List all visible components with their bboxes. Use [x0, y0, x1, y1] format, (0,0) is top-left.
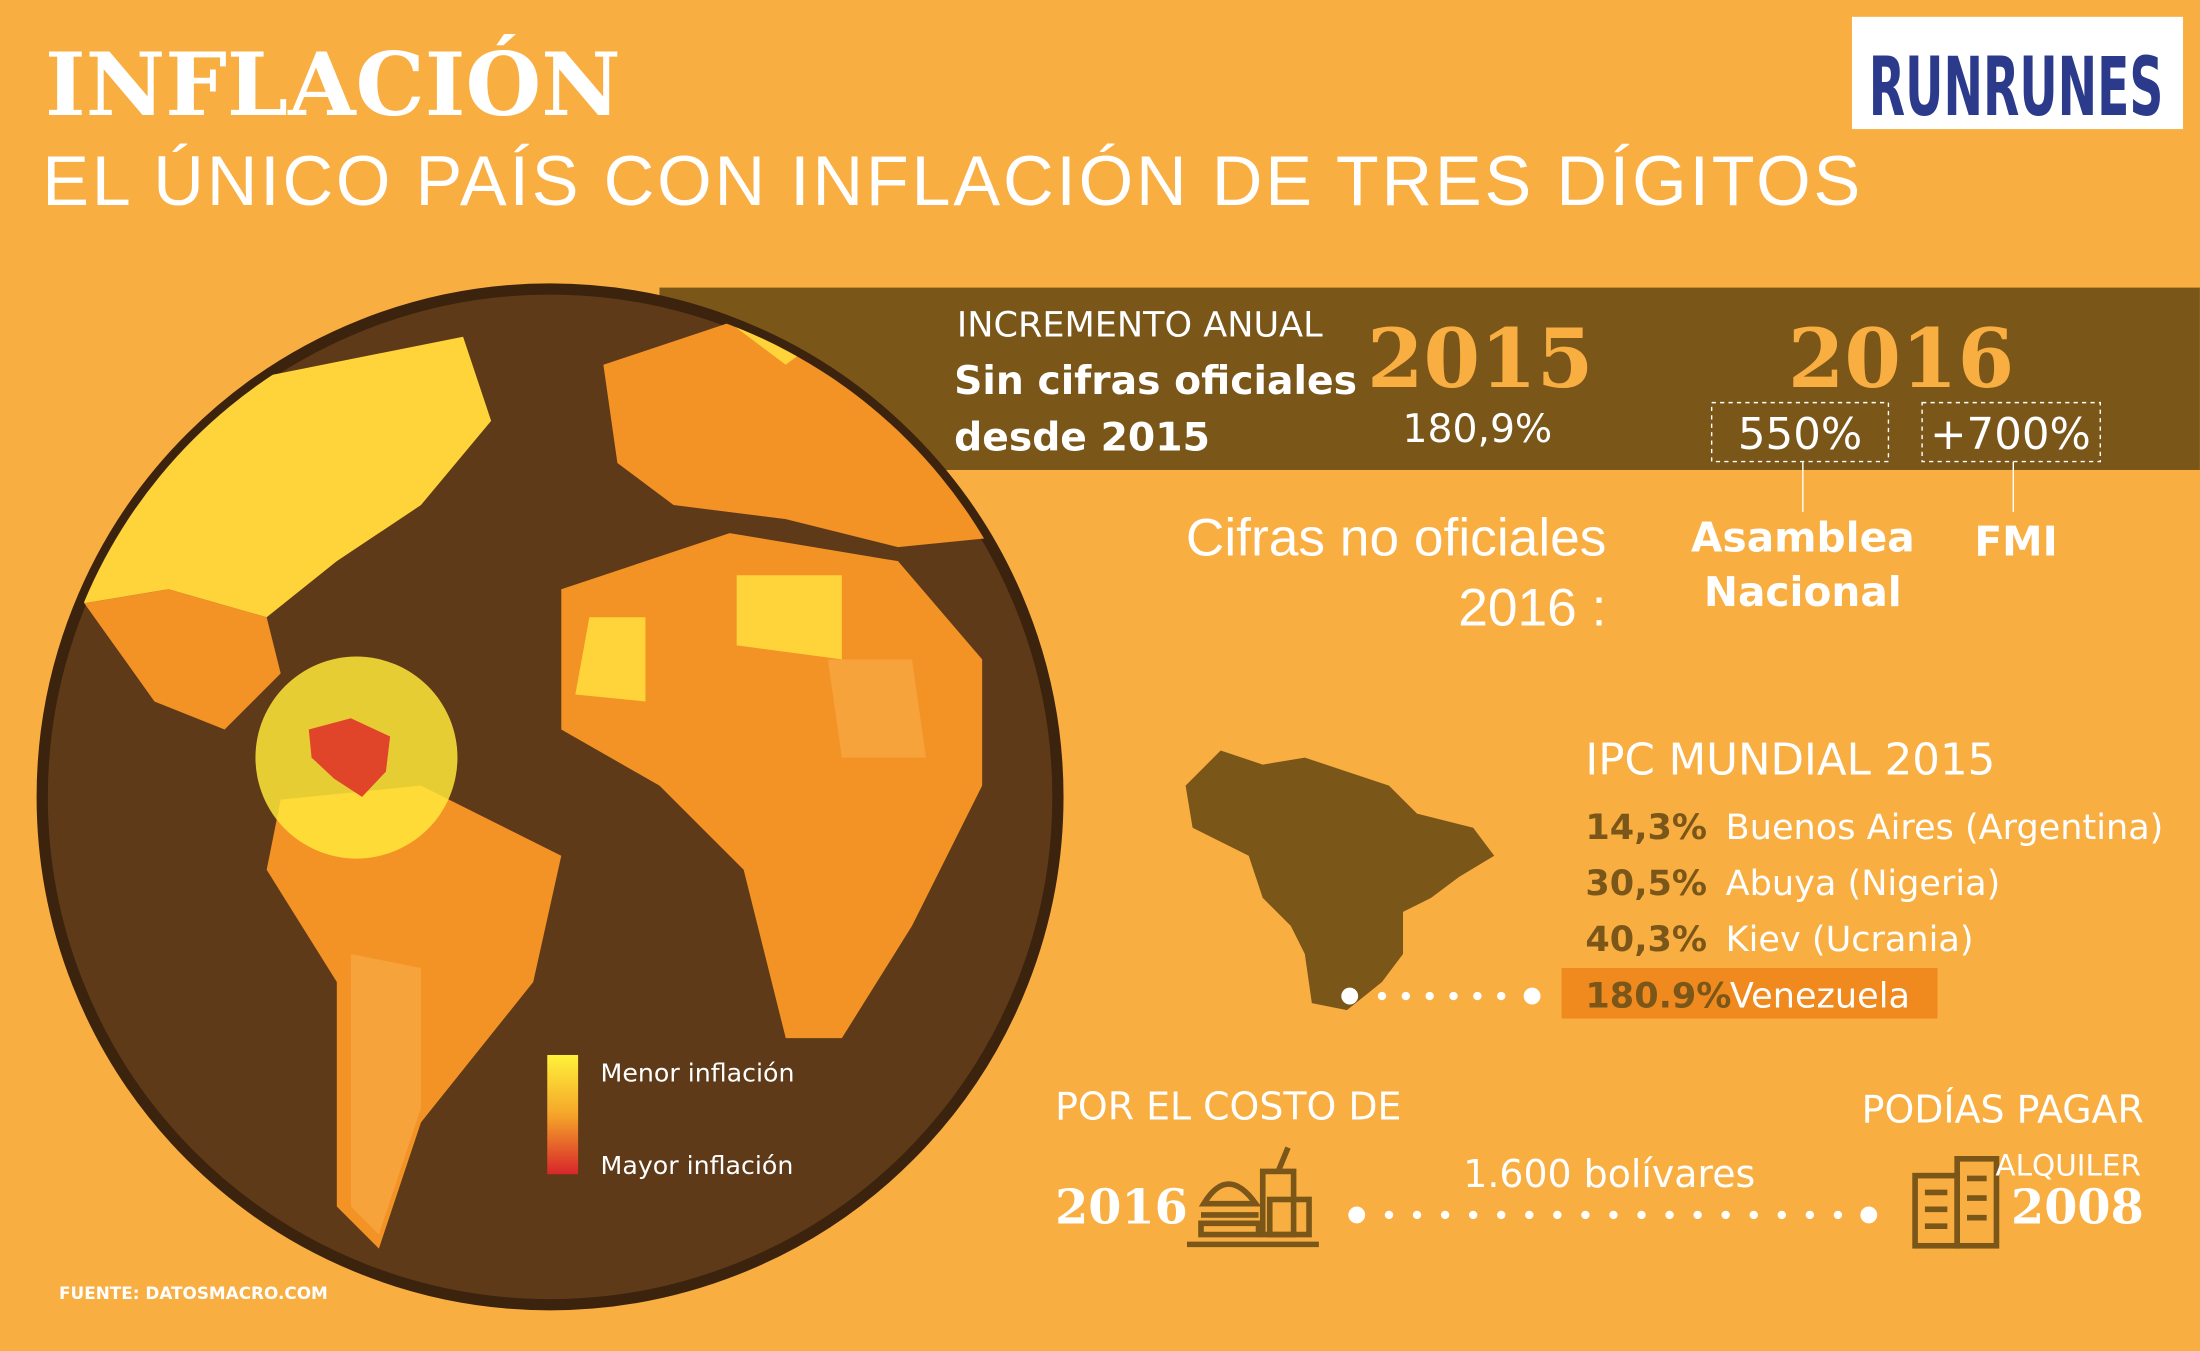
- rent-label: ALQUILER: [1995, 1149, 2140, 1183]
- note: desde 2015: [954, 415, 1210, 460]
- mauritania: [575, 617, 646, 702]
- ipc-city: Buenos Aires (Argentina): [1726, 807, 2164, 848]
- unofficial: 2016 :: [1458, 579, 1606, 638]
- argentina: [350, 953, 421, 1235]
- logo-box: [1851, 16, 2184, 130]
- dotted-connector: [1348, 1206, 1878, 1224]
- estimate: 550%: [1738, 410, 1862, 460]
- title: INFLACIÓN: [45, 33, 621, 136]
- amount: 1.600 bolívares: [1463, 1152, 1755, 1196]
- venezuela-map: [308, 718, 391, 797]
- ipc-city: Venezuela: [1730, 975, 1910, 1016]
- mexico: [84, 589, 281, 730]
- ipc-value: 30,5%: [1585, 863, 1707, 904]
- logo: RUNRUNES: [1869, 40, 2164, 135]
- cost-year: 2008: [2011, 1179, 2144, 1235]
- year: 2016: [1788, 312, 2014, 407]
- estimate-source: FMI: [1974, 518, 2057, 566]
- cost-label: PODÍAS PAGAR: [1862, 1087, 2144, 1131]
- dotted-leader: [1341, 987, 1541, 1005]
- note: Sin cifras oficiales: [954, 359, 1357, 404]
- legend-gradient: [547, 1054, 579, 1175]
- estimate: +700%: [1930, 410, 2091, 460]
- highlight-row: [1561, 968, 1938, 1019]
- unofficial: Cifras no oficiales: [1186, 509, 1607, 568]
- venezuela-silhouette: [1185, 750, 1495, 1011]
- estimate-source: Asamblea: [1691, 513, 1915, 561]
- subtitle: EL ÚNICO PAÍS CON INFLACIÓN DE TRES DÍGI…: [42, 142, 1863, 220]
- legend-label: Menor inflación: [601, 1059, 795, 1088]
- ipc-value: 14,3%: [1585, 807, 1707, 848]
- legend-label: Mayor inflación: [601, 1151, 794, 1180]
- food-icon: [1186, 1146, 1319, 1248]
- estimate-box: [1710, 401, 1890, 463]
- ipc-value: 40,3%: [1585, 919, 1707, 960]
- ipc-title: IPC MUNDIAL 2015: [1585, 735, 1995, 785]
- ipc-city: Abuya (Nigeria): [1726, 863, 2001, 904]
- value: 180,9%: [1403, 407, 1553, 452]
- ipc-value: 180.9%: [1585, 975, 1731, 1016]
- cost-label: POR EL COSTO DE: [1055, 1085, 1401, 1129]
- building-icon: [1912, 1155, 2000, 1249]
- sudan: [827, 659, 927, 758]
- ipc-city: Kiev (Ucrania): [1726, 919, 1974, 960]
- annual-label: INCREMENTO ANUAL: [957, 305, 1323, 346]
- libya: [736, 575, 842, 660]
- estimate-source: Nacional: [1704, 568, 1902, 616]
- source: FUENTE: DATOSMACRO.COM: [59, 1283, 328, 1303]
- cost-year: 2016: [1055, 1179, 1188, 1235]
- year: 2015: [1367, 312, 1593, 407]
